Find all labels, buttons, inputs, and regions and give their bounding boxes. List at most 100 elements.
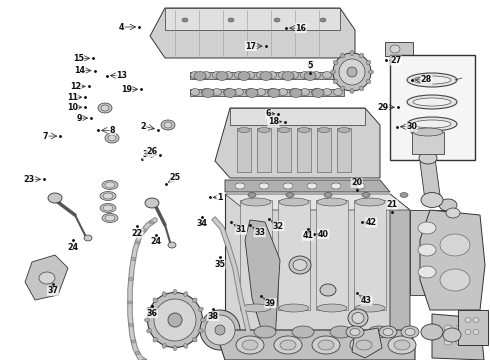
- Ellipse shape: [149, 221, 154, 224]
- Ellipse shape: [173, 346, 177, 351]
- Ellipse shape: [320, 284, 336, 296]
- Ellipse shape: [154, 299, 196, 341]
- Text: 32: 32: [273, 222, 284, 231]
- Ellipse shape: [290, 72, 298, 78]
- Ellipse shape: [162, 343, 167, 348]
- Ellipse shape: [350, 89, 354, 94]
- Ellipse shape: [282, 72, 294, 81]
- Text: 16: 16: [295, 24, 306, 33]
- Ellipse shape: [142, 359, 147, 360]
- Text: 33: 33: [254, 228, 265, 237]
- Ellipse shape: [145, 318, 149, 322]
- Ellipse shape: [258, 127, 270, 132]
- Ellipse shape: [318, 340, 334, 350]
- Ellipse shape: [401, 326, 419, 338]
- Ellipse shape: [331, 183, 341, 189]
- Polygon shape: [410, 210, 445, 295]
- Polygon shape: [420, 158, 440, 200]
- Ellipse shape: [290, 89, 298, 95]
- Ellipse shape: [128, 278, 133, 280]
- Ellipse shape: [355, 198, 385, 206]
- Ellipse shape: [446, 208, 460, 218]
- Ellipse shape: [473, 318, 479, 323]
- Text: 35: 35: [214, 260, 225, 269]
- Ellipse shape: [290, 89, 302, 98]
- Ellipse shape: [407, 73, 457, 87]
- Text: 11: 11: [67, 93, 78, 102]
- Ellipse shape: [193, 298, 197, 302]
- Text: 8: 8: [110, 126, 116, 135]
- Polygon shape: [245, 220, 280, 342]
- Ellipse shape: [468, 339, 476, 345]
- Ellipse shape: [235, 72, 244, 78]
- Ellipse shape: [379, 326, 397, 338]
- Ellipse shape: [312, 89, 324, 98]
- Ellipse shape: [201, 72, 211, 78]
- Ellipse shape: [368, 326, 390, 338]
- Ellipse shape: [346, 326, 364, 338]
- Ellipse shape: [348, 309, 368, 327]
- Ellipse shape: [200, 310, 240, 350]
- Ellipse shape: [242, 340, 258, 350]
- Text: 15: 15: [73, 54, 84, 63]
- Ellipse shape: [418, 266, 436, 278]
- Text: 25: 25: [170, 173, 181, 182]
- Ellipse shape: [330, 70, 336, 74]
- Ellipse shape: [84, 235, 92, 241]
- Ellipse shape: [235, 89, 244, 95]
- Ellipse shape: [202, 89, 214, 98]
- Ellipse shape: [256, 72, 266, 78]
- Ellipse shape: [280, 340, 296, 350]
- Ellipse shape: [444, 325, 452, 331]
- Text: 40: 40: [318, 230, 329, 239]
- Ellipse shape: [320, 18, 326, 22]
- Ellipse shape: [405, 328, 415, 336]
- Ellipse shape: [164, 122, 172, 128]
- Ellipse shape: [245, 72, 254, 78]
- Ellipse shape: [278, 89, 288, 95]
- Text: 34: 34: [196, 220, 207, 229]
- Polygon shape: [420, 210, 485, 310]
- Text: 19: 19: [121, 85, 132, 94]
- Ellipse shape: [419, 152, 437, 164]
- Ellipse shape: [194, 72, 206, 81]
- Text: 13: 13: [116, 71, 127, 80]
- Polygon shape: [432, 314, 484, 360]
- Text: 20: 20: [351, 179, 362, 188]
- Ellipse shape: [350, 50, 354, 55]
- Bar: [277, 128, 291, 172]
- Ellipse shape: [161, 120, 175, 130]
- Bar: [257, 128, 271, 172]
- Ellipse shape: [322, 89, 332, 95]
- Ellipse shape: [145, 198, 159, 208]
- Ellipse shape: [147, 307, 151, 311]
- Ellipse shape: [465, 329, 471, 334]
- Ellipse shape: [153, 338, 157, 342]
- Ellipse shape: [350, 328, 360, 336]
- Ellipse shape: [191, 72, 199, 78]
- Ellipse shape: [330, 326, 352, 338]
- Ellipse shape: [268, 89, 280, 98]
- Text: 29: 29: [378, 103, 389, 112]
- Ellipse shape: [292, 326, 314, 338]
- Text: 37: 37: [48, 287, 58, 295]
- Ellipse shape: [279, 304, 309, 312]
- Ellipse shape: [108, 135, 116, 141]
- Ellipse shape: [127, 301, 132, 304]
- Ellipse shape: [260, 72, 272, 81]
- Ellipse shape: [413, 120, 451, 128]
- Bar: [337, 128, 351, 172]
- Polygon shape: [150, 8, 355, 58]
- Ellipse shape: [359, 53, 364, 58]
- Ellipse shape: [216, 72, 228, 81]
- Text: 5: 5: [307, 61, 313, 70]
- Bar: [317, 128, 331, 172]
- Ellipse shape: [142, 229, 147, 231]
- Ellipse shape: [238, 72, 250, 81]
- Ellipse shape: [241, 304, 271, 312]
- Ellipse shape: [224, 89, 236, 98]
- Text: 36: 36: [147, 309, 157, 318]
- Ellipse shape: [421, 324, 443, 340]
- Ellipse shape: [236, 336, 264, 354]
- Ellipse shape: [359, 86, 364, 91]
